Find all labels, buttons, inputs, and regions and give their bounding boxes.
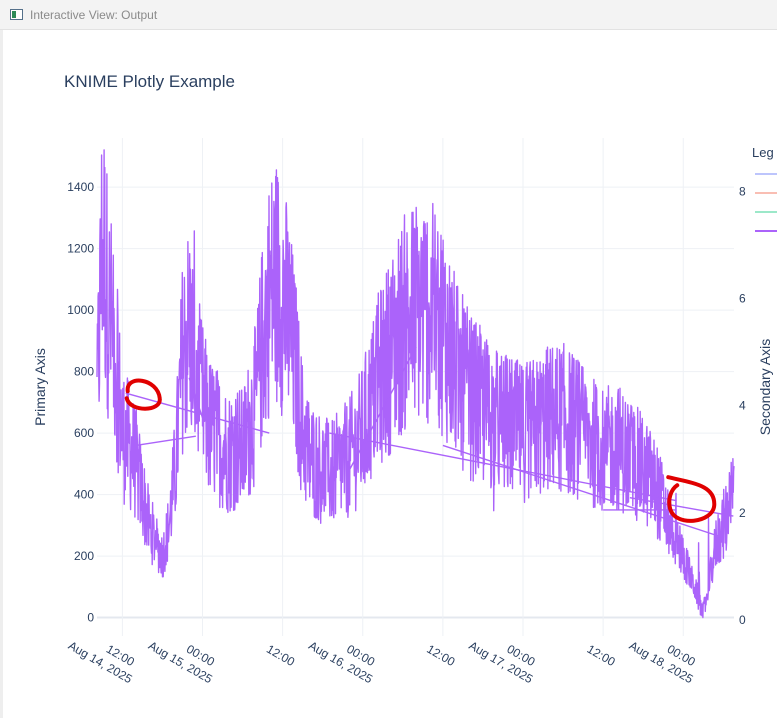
- y2-tick-label: 4: [739, 399, 746, 413]
- series-trace: [96, 149, 735, 619]
- y2-tick-label: 6: [739, 292, 746, 306]
- chart-title: KNIME Plotly Example: [64, 72, 235, 91]
- y-tick-label: 1000: [67, 303, 94, 317]
- x-tick-label: 12:00: [424, 642, 457, 669]
- legend-title: Leg: [752, 145, 774, 160]
- window-title: Interactive View: Output: [30, 7, 158, 22]
- y-tick-label: 1400: [67, 180, 94, 194]
- y-tick-label: 800: [74, 365, 94, 379]
- window-left-border: [0, 30, 3, 718]
- y-tick-label: 0: [87, 611, 94, 625]
- x-tick-time: 12:00: [424, 642, 457, 669]
- series-connector: [442, 444, 724, 539]
- red-annotation-circle: [124, 378, 162, 411]
- series-connector: [135, 435, 196, 447]
- x-tick-time: 12:00: [264, 642, 297, 669]
- series-connector: [629, 496, 734, 517]
- y2-axis-title: Secondary Axis: [757, 339, 773, 436]
- series-connector: [125, 392, 270, 434]
- window-titlebar: Interactive View: Output: [0, 0, 777, 30]
- knime-view-icon: [10, 9, 23, 20]
- y-tick-label: 1200: [67, 242, 94, 256]
- series-connector: [348, 346, 417, 471]
- x-tick-label: 12:00: [264, 642, 297, 669]
- y2-tick-label: 0: [739, 613, 746, 627]
- y2-tick-label: 2: [739, 506, 746, 520]
- y-tick-label: 400: [74, 488, 94, 502]
- y-axis-title: Primary Axis: [32, 348, 48, 426]
- series-connector: [188, 377, 204, 418]
- y-tick-label: 200: [74, 549, 94, 563]
- x-tick-label: 12:00: [585, 642, 618, 669]
- series-connector: [329, 432, 677, 502]
- y2-tick-label: 8: [739, 185, 746, 199]
- red-annotation-circle: [666, 475, 717, 523]
- y-tick-label: 600: [74, 426, 94, 440]
- x-tick-time: 12:00: [585, 642, 618, 669]
